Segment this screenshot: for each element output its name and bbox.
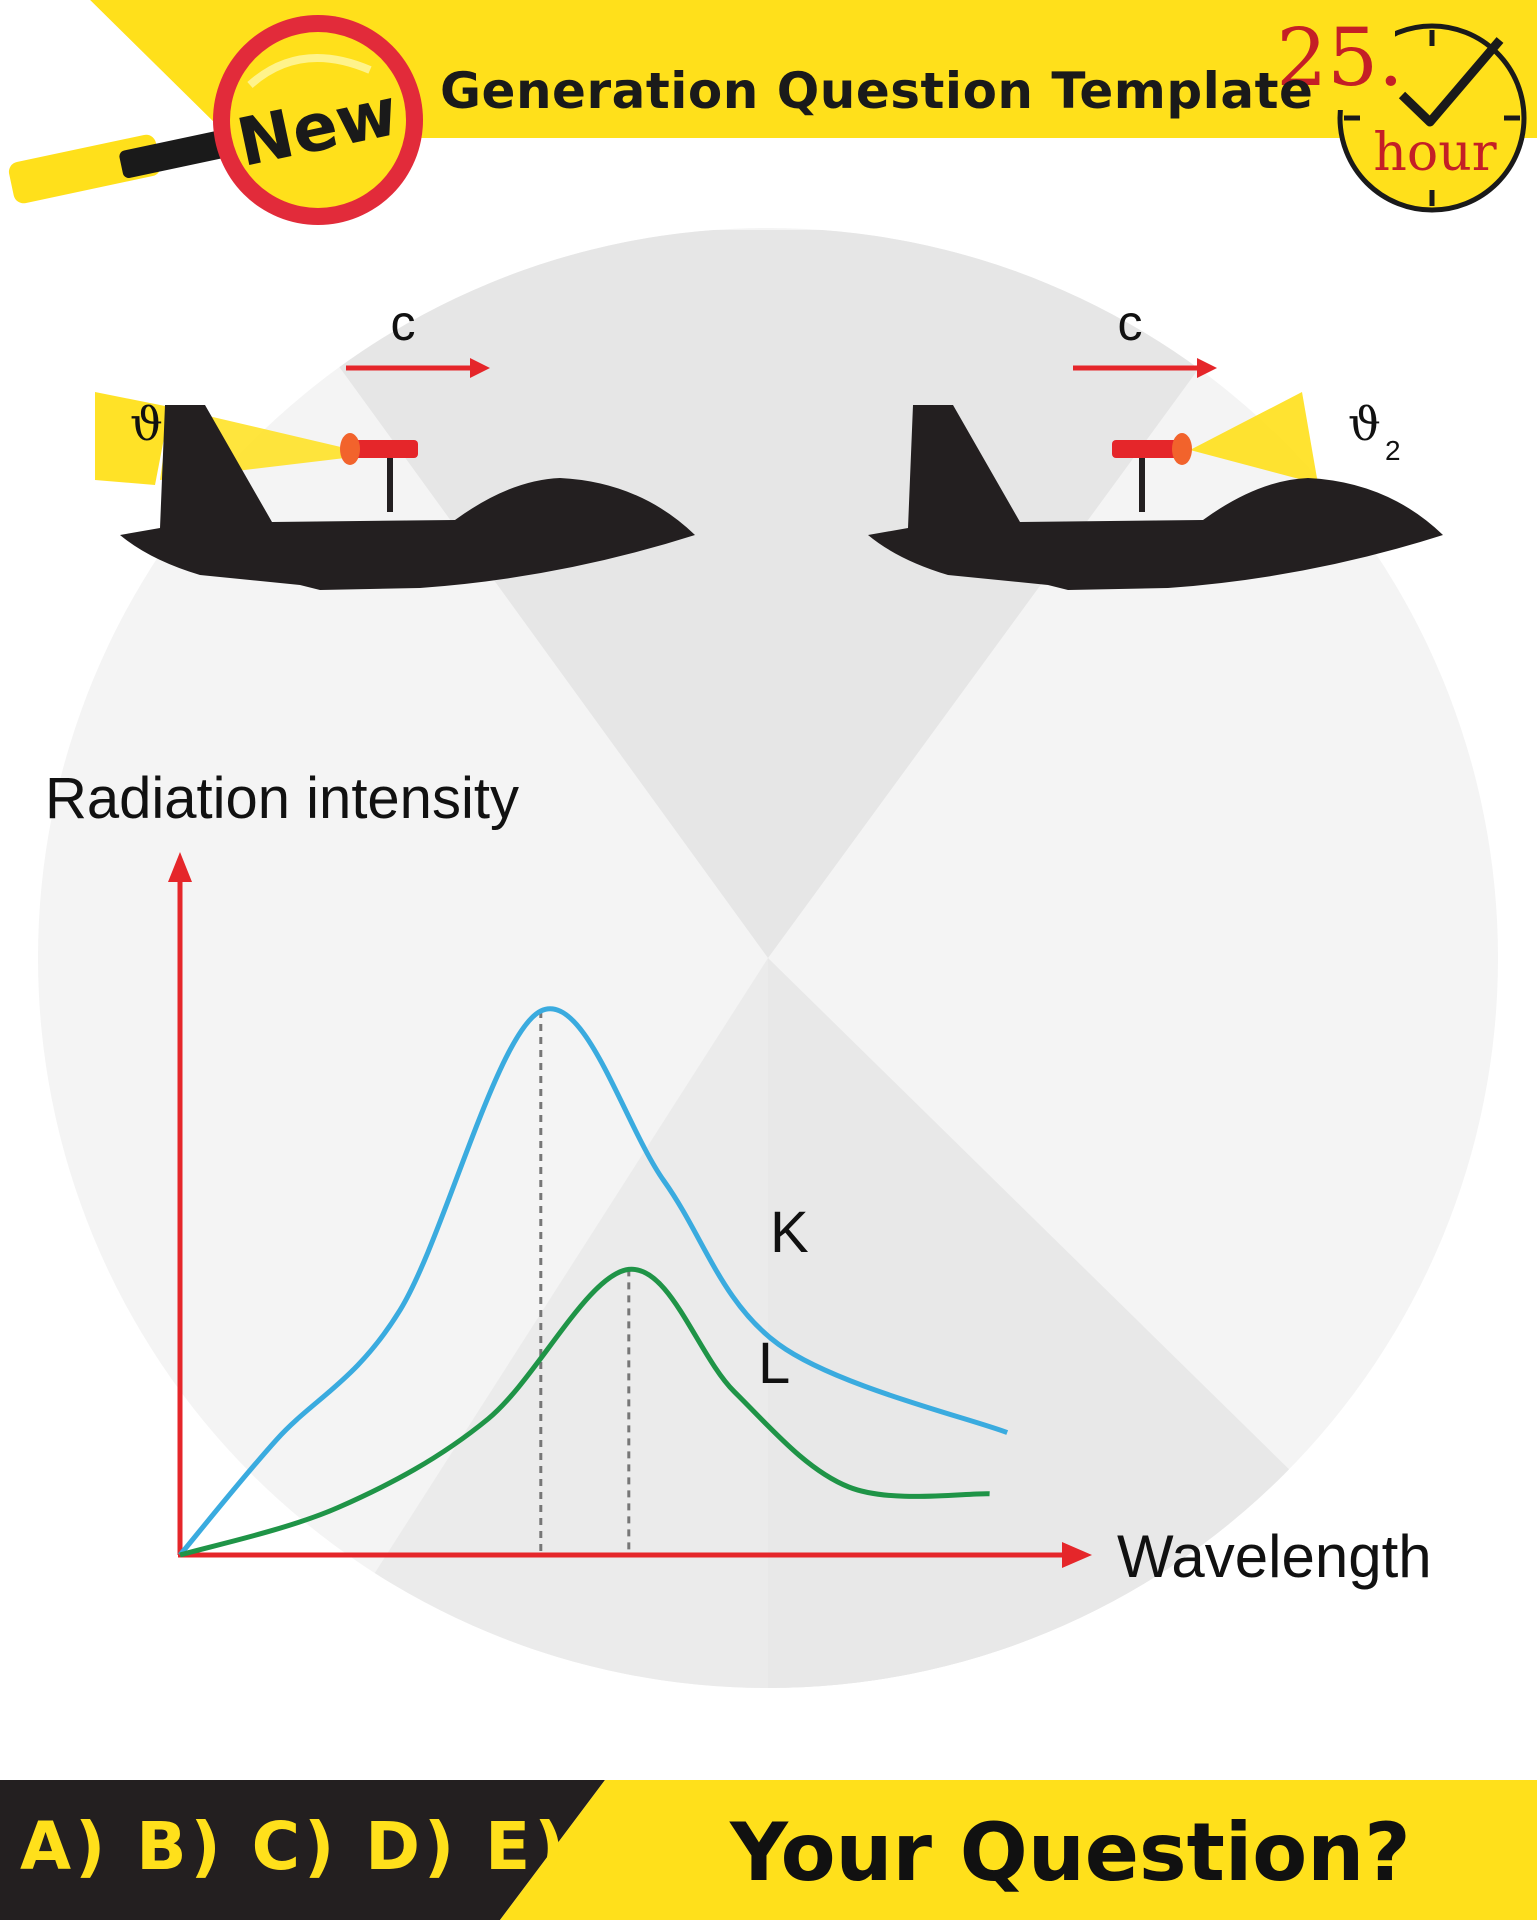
right-light-beam <box>1190 392 1318 484</box>
y-axis-label: Radiation intensity <box>45 766 519 831</box>
footer-banner <box>0 1780 1537 1920</box>
series-label-k: K <box>770 1200 809 1265</box>
series-label-l: L <box>758 1331 790 1396</box>
page-title: Generation Question Template <box>440 62 1314 120</box>
left-frequency-symbol: ϑ <box>130 397 163 451</box>
y-axis-arrow-icon <box>168 852 192 882</box>
series-line-l <box>179 1266 990 1558</box>
clock-number: 25. <box>1276 11 1403 104</box>
series-line-k <box>178 1006 1009 1557</box>
right-velocity-label: c <box>1118 295 1143 351</box>
checkmark-icon <box>1398 37 1504 127</box>
clock-unit: hour <box>1373 123 1496 183</box>
right-flashlight-icon <box>1112 440 1184 458</box>
left-jet-silhouette-icon <box>120 405 695 590</box>
answer-options[interactable]: A) B) C) D) E) <box>20 1808 569 1885</box>
right-airplane <box>868 358 1443 590</box>
question-prompt: Your Question? <box>730 1806 1411 1899</box>
left-light-beam-wide <box>95 392 170 485</box>
left-airplane <box>95 358 695 590</box>
x-axis-label: Wavelength <box>1117 1523 1432 1590</box>
right-frequency-symbol: ϑ <box>1348 397 1381 451</box>
header-banner: New 25. hour <box>0 0 1537 225</box>
x-axis-arrow-icon <box>1062 1542 1092 1568</box>
magnifier-handle-icon <box>8 129 231 204</box>
magnifier-lens-icon <box>213 15 423 225</box>
right-frequency-subscript: 2 <box>1385 435 1401 466</box>
right-jet-silhouette-icon <box>868 405 1443 590</box>
radiation-chart: Radiation intensity Wavelength K L <box>45 766 1432 1590</box>
airplane-diagram: c c ϑ ϑ 2 <box>95 295 1443 590</box>
left-flashlight-icon <box>346 440 418 458</box>
left-velocity-label: c <box>391 295 416 351</box>
